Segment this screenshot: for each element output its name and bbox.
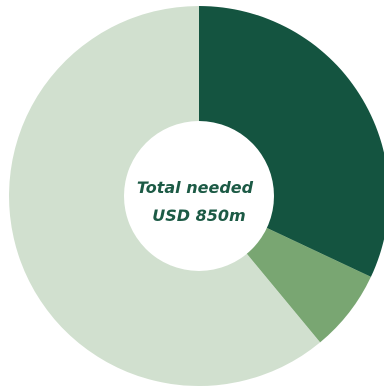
center-label-total-needed: Total needed xyxy=(137,178,254,197)
center-label-amount: USD 850m xyxy=(152,206,245,225)
donut-hole xyxy=(124,121,274,271)
